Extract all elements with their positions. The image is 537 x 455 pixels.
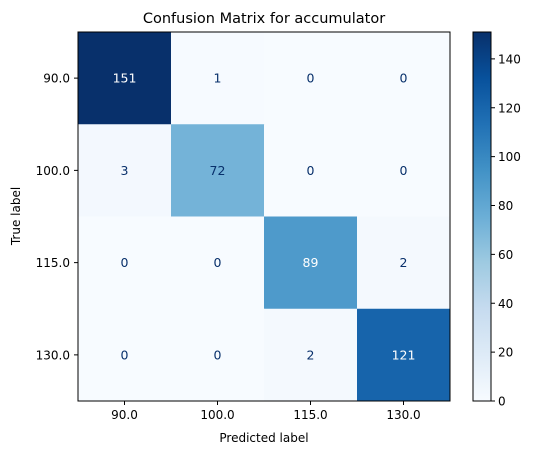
heatmap-cell <box>264 32 358 125</box>
colorbar-tick-label: 60 <box>498 248 513 262</box>
colorbar-tick-label: 0 <box>498 395 506 409</box>
heatmap-cell <box>78 32 172 125</box>
heatmap-cell <box>264 308 358 402</box>
y-tick-label: 115.0 <box>36 256 70 270</box>
y-tick-label: 90.0 <box>43 72 70 86</box>
heatmap-cell <box>78 216 172 310</box>
cell-value-label: 0 <box>121 347 129 362</box>
cell-value-label: 0 <box>121 255 129 270</box>
heatmap-frame <box>77 31 451 402</box>
heatmap-cell <box>357 124 451 217</box>
heatmap-cell <box>357 32 451 125</box>
colorbar-tick-label: 120 <box>498 101 521 115</box>
cell-value-label: 0 <box>307 71 315 86</box>
heatmap-cell <box>171 216 265 310</box>
colorbar-tick-label: 100 <box>498 150 521 164</box>
heatmap-cell <box>357 216 451 310</box>
heatmap-cell <box>171 124 265 217</box>
colorbar-tick-label: 40 <box>498 297 513 311</box>
cell-value-label: 0 <box>400 71 408 86</box>
heatmap-cell <box>78 308 172 402</box>
colorbar-tick-label: 20 <box>498 346 513 360</box>
cell-value-label: 1 <box>214 71 222 86</box>
cell-value-label: 121 <box>392 347 416 362</box>
cell-value-label: 2 <box>400 255 408 270</box>
x-tick-label: 115.0 <box>293 408 327 422</box>
heatmap-cell <box>78 124 172 217</box>
cell-value-label: 72 <box>210 163 226 178</box>
y-axis-label: True label <box>9 187 23 246</box>
colorbar-tick-label: 80 <box>498 199 513 213</box>
cell-value-label: 151 <box>113 71 137 86</box>
cell-value-label: 2 <box>307 347 315 362</box>
chart-title: Confusion Matrix for accumulator <box>143 11 385 27</box>
cell-value-label: 3 <box>121 163 129 178</box>
cell-value-label: 89 <box>303 255 319 270</box>
cell-value-label: 0 <box>307 163 315 178</box>
cell-value-label: 0 <box>214 347 222 362</box>
heatmap-cell <box>264 216 358 310</box>
x-tick-label: 90.0 <box>111 408 138 422</box>
cell-value-label: 0 <box>214 255 222 270</box>
heatmap-cell <box>171 32 265 125</box>
colorbar-tick-label: 140 <box>498 52 521 66</box>
heatmap-cell <box>264 124 358 217</box>
colorbar-ticks: 0 20 40 60 80 100 120 140 <box>491 52 521 409</box>
heatmap-cell <box>171 308 265 402</box>
x-tick-label: 100.0 <box>200 408 234 422</box>
axis-ticks: 90.0 100.0 115.0 130.0 90.0 100.0 115.0 130.0 <box>36 72 421 422</box>
cell-value-label: 0 <box>400 163 408 178</box>
heatmap-cells: 151 1 0 0 3 72 0 0 0 0 89 2 0 0 2 121 <box>78 32 451 402</box>
y-tick-label: 130.0 <box>36 348 70 362</box>
heatmap-cell <box>357 308 451 402</box>
x-tick-label: 130.0 <box>386 408 420 422</box>
colorbar <box>472 31 492 402</box>
y-tick-label: 100.0 <box>36 164 70 178</box>
x-axis-label: Predicted label <box>219 431 308 445</box>
